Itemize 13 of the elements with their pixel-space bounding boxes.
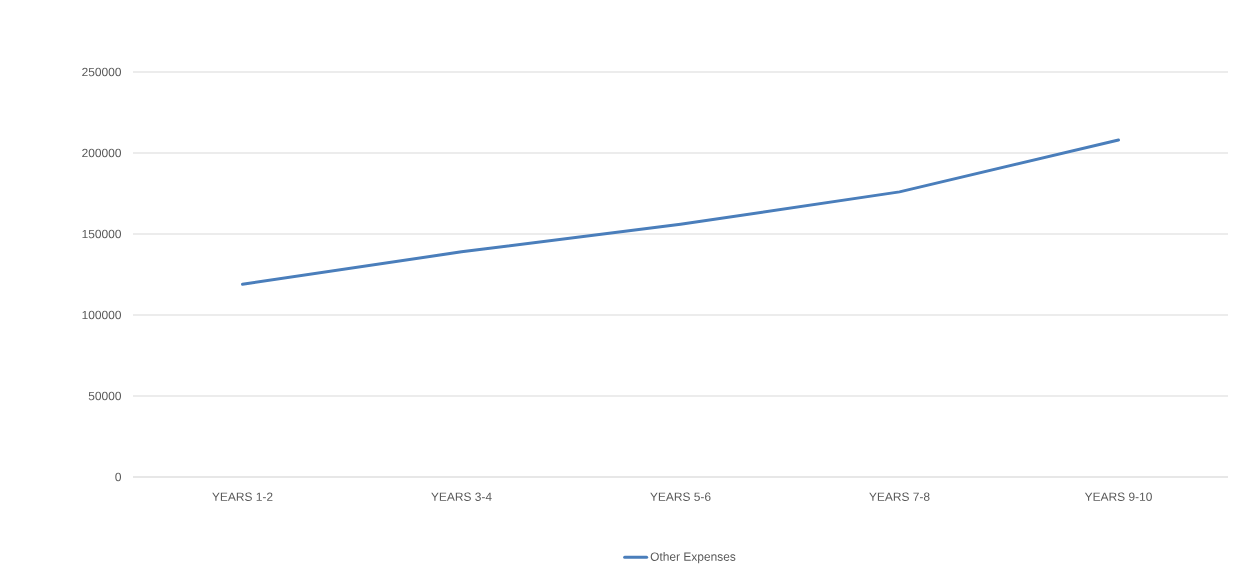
line-series: [241, 138, 1120, 286]
x-tick-label: YEARS 9-10: [1084, 492, 1152, 501]
y-tick-label: 0: [115, 472, 122, 482]
y-tick-label: 100000: [82, 310, 122, 320]
x-tick-label: YEARS 5-6: [650, 492, 711, 501]
y-tick-label: 150000: [82, 229, 122, 239]
x-tick-label: YEARS 3-4: [431, 492, 492, 501]
legend-label: Other Expenses: [650, 552, 736, 564]
x-tick-label: YEARS 7-8: [869, 492, 930, 501]
y-tick-label: 250000: [82, 67, 122, 77]
y-tick-label: 50000: [88, 391, 122, 401]
x-tick-label: YEARS 1-2: [212, 492, 273, 501]
y-tick-label: 200000: [82, 148, 122, 158]
